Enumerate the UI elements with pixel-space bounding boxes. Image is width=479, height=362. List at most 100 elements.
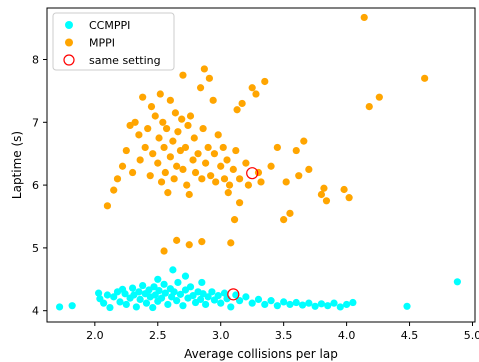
data-point <box>135 288 143 296</box>
data-point <box>179 165 187 173</box>
data-point <box>198 175 206 183</box>
data-point <box>214 131 222 139</box>
data-point <box>121 290 129 298</box>
data-point <box>170 175 178 183</box>
data-point <box>122 146 130 155</box>
data-point <box>200 65 208 73</box>
data-point <box>149 150 157 158</box>
data-point <box>106 303 114 312</box>
data-point <box>209 96 217 104</box>
data-point <box>360 13 368 22</box>
data-point <box>317 300 326 308</box>
data-point <box>257 178 265 186</box>
data-point <box>236 199 244 207</box>
data-point <box>149 303 157 312</box>
data-point <box>129 168 137 177</box>
data-point <box>179 302 187 310</box>
data-point <box>229 165 237 173</box>
series-0 <box>55 266 461 312</box>
data-point <box>113 175 122 183</box>
data-point <box>174 128 182 136</box>
data-point <box>220 289 229 297</box>
data-point <box>142 299 151 307</box>
data-point <box>242 293 250 301</box>
data-point <box>186 283 195 291</box>
data-point <box>217 299 225 307</box>
data-point <box>100 299 108 307</box>
legend-marker <box>65 38 73 47</box>
data-point <box>181 272 190 280</box>
data-point <box>238 99 246 108</box>
data-point <box>118 162 127 170</box>
data-point <box>103 202 112 210</box>
data-point <box>317 190 326 199</box>
data-point <box>164 300 172 309</box>
data-point <box>236 297 244 305</box>
data-point <box>204 143 212 152</box>
data-point <box>248 299 256 307</box>
data-point <box>155 134 163 142</box>
legend-label: MPPI <box>89 37 115 50</box>
data-point <box>103 291 112 299</box>
legend-label: CCMPPI <box>89 19 130 32</box>
data-point <box>282 178 290 186</box>
x-tick-label: 3.0 <box>212 329 230 342</box>
data-point <box>375 93 383 101</box>
data-point <box>214 292 222 300</box>
data-point <box>155 287 163 295</box>
data-point <box>171 109 179 117</box>
data-point <box>286 300 294 309</box>
data-point <box>204 293 212 301</box>
x-tick-label: 2.5 <box>149 329 167 342</box>
data-point <box>132 303 140 311</box>
data-point <box>322 197 331 205</box>
legend-label: same setting <box>89 54 161 67</box>
data-point <box>160 280 168 288</box>
data-point <box>202 300 210 309</box>
y-axis-ticks: 4 5 6 7 8 <box>32 53 47 318</box>
data-point <box>186 112 195 120</box>
data-point <box>129 284 137 292</box>
data-point <box>227 288 240 301</box>
data-point <box>147 102 156 111</box>
data-point <box>196 295 205 303</box>
data-point <box>227 303 235 311</box>
data-point <box>292 146 300 155</box>
data-point <box>139 93 147 101</box>
plot-frame <box>46 7 476 323</box>
data-point <box>227 239 235 247</box>
data-point <box>146 172 154 180</box>
data-point <box>68 302 76 310</box>
data-point <box>184 121 192 130</box>
x-tick-label: 3.5 <box>275 329 293 342</box>
x-tick-label: 4.0 <box>338 329 356 342</box>
data-point <box>324 302 332 310</box>
data-point <box>189 292 197 300</box>
data-point <box>267 297 275 305</box>
data-point <box>305 165 313 173</box>
data-point <box>170 288 178 296</box>
data-point <box>136 295 144 303</box>
data-point <box>252 90 260 98</box>
data-point <box>173 162 181 170</box>
data-point <box>210 150 219 158</box>
data-point <box>298 301 307 309</box>
data-point <box>212 178 220 186</box>
legend-marker <box>63 54 75 66</box>
data-point <box>169 137 177 145</box>
legend: CCMPPI MPPI same setting <box>52 12 175 71</box>
y-tick-label: 5 <box>32 242 39 255</box>
data-point <box>161 168 169 177</box>
data-point <box>280 298 288 306</box>
data-point <box>173 236 181 244</box>
data-point <box>230 216 239 224</box>
x-tick-label: 5.0 <box>464 329 479 342</box>
data-point <box>403 302 411 310</box>
data-point <box>179 71 187 79</box>
data-point <box>174 278 182 287</box>
data-point <box>224 189 232 197</box>
y-tick-label: 7 <box>32 116 39 129</box>
data-point <box>162 124 171 133</box>
data-point <box>154 159 162 167</box>
data-point <box>205 74 213 82</box>
